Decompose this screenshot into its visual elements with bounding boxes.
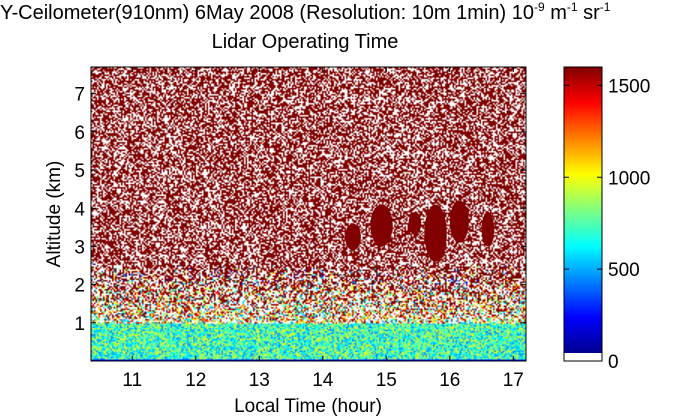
colorbar-ticks: 0 500 1000 1500 <box>564 76 650 373</box>
cloud-patch <box>449 200 469 243</box>
colorbar-tick-label: 1500 <box>608 76 650 97</box>
y-tick-label: 6 <box>74 123 85 144</box>
x-tick-label: 16 <box>439 370 460 391</box>
x-tick-label: 13 <box>249 370 270 391</box>
colorbar-frame <box>563 66 603 362</box>
cloud-patch <box>481 212 495 247</box>
y-tick-label: 4 <box>74 199 85 220</box>
colorbar-tick-label: 500 <box>608 260 640 281</box>
cloud-patch <box>370 204 393 247</box>
heatmap-area <box>91 67 526 361</box>
y-tick-label: 2 <box>74 276 85 297</box>
cloud-patch <box>408 212 422 235</box>
cloud-patch <box>424 204 447 262</box>
x-tick-label: 15 <box>376 370 397 391</box>
cloud-patch <box>345 223 361 251</box>
chart-title: Y-Ceilometer(910nm) 6May 2008 (Resolutio… <box>0 0 611 24</box>
cloud-patches <box>345 200 495 262</box>
colorbar-gradient <box>564 67 602 353</box>
y-tick-label: 3 <box>74 237 85 258</box>
x-tick-label: 14 <box>312 370 334 391</box>
plot-frame <box>90 66 527 362</box>
chart-subtitle: Lidar Operating Time <box>211 31 399 53</box>
y-axis: 1 2 3 4 5 6 7 <box>74 85 526 335</box>
colorbar-zero-band <box>564 353 602 361</box>
colorbar: 0 500 1000 1500 <box>563 66 650 373</box>
x-tick-label: 17 <box>503 370 524 391</box>
x-axis-label: Local Time (hour) <box>234 396 382 417</box>
colorbar-tick-label: 1000 <box>608 168 650 189</box>
y-tick-label: 1 <box>74 314 85 335</box>
colorbar-tick-label: 0 <box>608 352 619 373</box>
x-tick-label: 12 <box>185 370 206 391</box>
x-tick-label: 11 <box>122 370 142 391</box>
y-axis-label: Altitude (km) <box>44 161 65 268</box>
y-tick-label: 7 <box>74 85 85 106</box>
y-tick-label: 5 <box>74 161 85 182</box>
x-axis: 11 12 13 14 15 16 17 <box>122 67 524 391</box>
